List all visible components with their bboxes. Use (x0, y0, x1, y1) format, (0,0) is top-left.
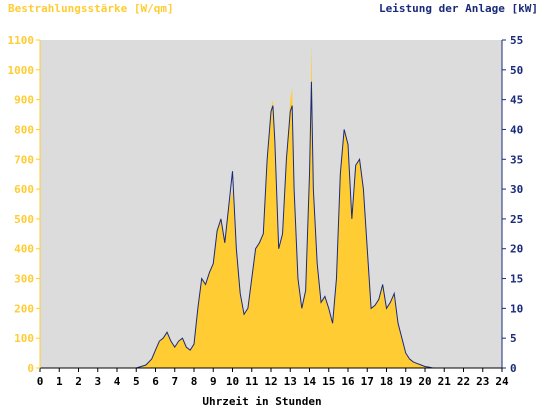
x-tick-label: 19 (399, 375, 412, 388)
right-y-tick-label: 45 (510, 94, 523, 107)
left-y-tick-label: 500 (14, 213, 34, 226)
x-tick-label: 13 (284, 375, 297, 388)
irradiance-area-series (40, 42, 502, 368)
right-y-tick-label: 35 (510, 153, 523, 166)
right-y-tick-label: 20 (510, 243, 523, 256)
x-tick-label: 7 (171, 375, 178, 388)
right-y-tick-label: 10 (510, 302, 523, 315)
x-tick-label: 1 (56, 375, 63, 388)
right-y-tick-label: 50 (510, 64, 523, 77)
right-y-tick-label: 15 (510, 273, 523, 286)
x-tick-label: 6 (152, 375, 159, 388)
left-y-axis-ticks: 0 100 200 300 400 500 600 700 800 900 1000 1100 (8, 34, 40, 375)
x-tick-label: 10 (226, 375, 239, 388)
x-axis-title: Uhrzeit in Stunden (202, 395, 321, 408)
x-tick-label: 3 (94, 375, 101, 388)
right-y-tick-label: 0 (510, 362, 517, 375)
right-axis-title: Leistung der Anlage [kW] (379, 2, 538, 15)
x-tick-label: 14 (303, 375, 317, 388)
right-y-axis-ticks: 0 5 10 15 20 25 30 35 40 45 50 55 (502, 34, 523, 375)
x-tick-label: 5 (133, 375, 140, 388)
right-y-tick-label: 40 (510, 123, 523, 136)
right-y-tick-label: 5 (510, 332, 517, 345)
right-y-tick-label: 25 (510, 213, 523, 226)
left-y-tick-label: 0 (27, 362, 34, 375)
x-tick-label: 22 (457, 375, 470, 388)
x-tick-label: 20 (418, 375, 431, 388)
x-tick-label: 4 (114, 375, 121, 388)
x-tick-label: 18 (380, 375, 393, 388)
x-tick-label: 17 (361, 375, 374, 388)
power-line-series (40, 81, 502, 369)
x-tick-label: 24 (495, 375, 509, 388)
x-tick-label: 12 (264, 375, 277, 388)
x-tick-label: 2 (75, 375, 82, 388)
x-tick-label: 15 (322, 375, 335, 388)
x-tick-label: 8 (191, 375, 198, 388)
left-y-tick-label: 400 (14, 243, 34, 256)
x-axis-ticks: 0 1 2 3 4 5 6 7 8 9 10 11 12 13 14 15 16 17 18 19 20 21 22 23 24 (37, 368, 509, 388)
x-tick-label: 9 (210, 375, 217, 388)
left-y-tick-label: 100 (14, 332, 34, 345)
left-y-tick-label: 900 (14, 94, 34, 107)
left-y-tick-label: 200 (14, 302, 34, 315)
x-tick-label: 21 (438, 375, 452, 388)
x-tick-label: 16 (341, 375, 355, 388)
x-tick-label: 0 (37, 375, 44, 388)
left-y-tick-label: 800 (14, 123, 34, 136)
left-y-tick-label: 300 (14, 273, 34, 286)
left-y-tick-label: 1100 (8, 34, 35, 47)
right-y-tick-label: 55 (510, 34, 523, 47)
left-y-tick-label: 700 (14, 153, 34, 166)
left-y-tick-label: 600 (14, 183, 34, 196)
left-axis-title: Bestrahlungsstärke [W/qm] (8, 2, 174, 15)
left-y-tick-label: 1000 (8, 64, 35, 77)
x-tick-label: 23 (476, 375, 489, 388)
x-tick-label: 11 (245, 375, 259, 388)
right-y-tick-label: 30 (510, 183, 523, 196)
